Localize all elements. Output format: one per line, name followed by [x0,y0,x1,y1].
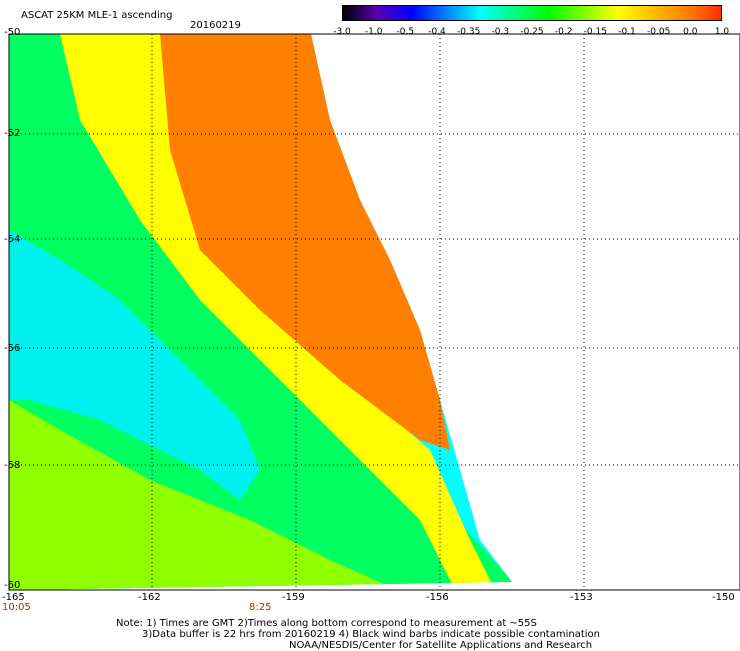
colorbar-tick-label: -0.3 [491,27,510,37]
colorbar-tick-label: -0.05 [647,27,671,37]
lat-label-58: -58 [4,460,21,471]
colorbar-tick-label: -0.4 [428,27,446,37]
colorbar-tick-label: -0.2 [554,27,573,37]
colorbar-tick-label: -0.35 [457,27,481,37]
lat-label-56: -56 [4,343,21,354]
lon-label-156: -156 [426,592,449,603]
colorbar-tick-label: -0.25 [520,27,544,37]
colorbar-tick-label: 0.0 [683,27,698,37]
graticule [9,34,740,590]
lat-label-50: -50 [4,27,21,38]
colorbar [342,5,722,21]
note-line-3: NOAA/NESDIS/Center for Satellite Applica… [289,640,593,651]
lon-label-165: -165 [2,592,25,603]
colorbar-tick-label: -1.0 [364,27,383,37]
colorbar-tick-label: -0.1 [618,27,636,37]
time-label-left: 10:05 [2,602,31,613]
note-line-1: Note: 1) Times are GMT 2)Times along bot… [116,618,537,629]
time-label-mid: 8:25 [249,602,272,613]
lon-label-159: -159 [282,592,305,603]
colorbar-tick-label: 1.0 [714,27,730,37]
map-plot [8,33,740,591]
map-title: ASCAT 25KM MLE-1 ascending [21,10,173,21]
colorbar-tick-label: -0.5 [396,27,415,37]
lon-label-162: -162 [138,592,161,603]
note-line-2: 3)Data buffer is 22 hrs from 20160219 4)… [142,629,600,640]
lat-label-60: -60 [4,580,21,591]
map-date: 20160219 [190,20,241,31]
lat-label-52: -52 [4,128,21,139]
colorbar-tick-label: -3.0 [333,27,351,37]
lon-label-153: -153 [570,592,593,603]
lon-label-150: -150 [712,592,735,603]
plot-frame [8,33,740,591]
lat-label-54: -54 [4,234,21,245]
colorbar-tick-label: -0.15 [583,27,607,37]
swath-data [9,34,512,590]
